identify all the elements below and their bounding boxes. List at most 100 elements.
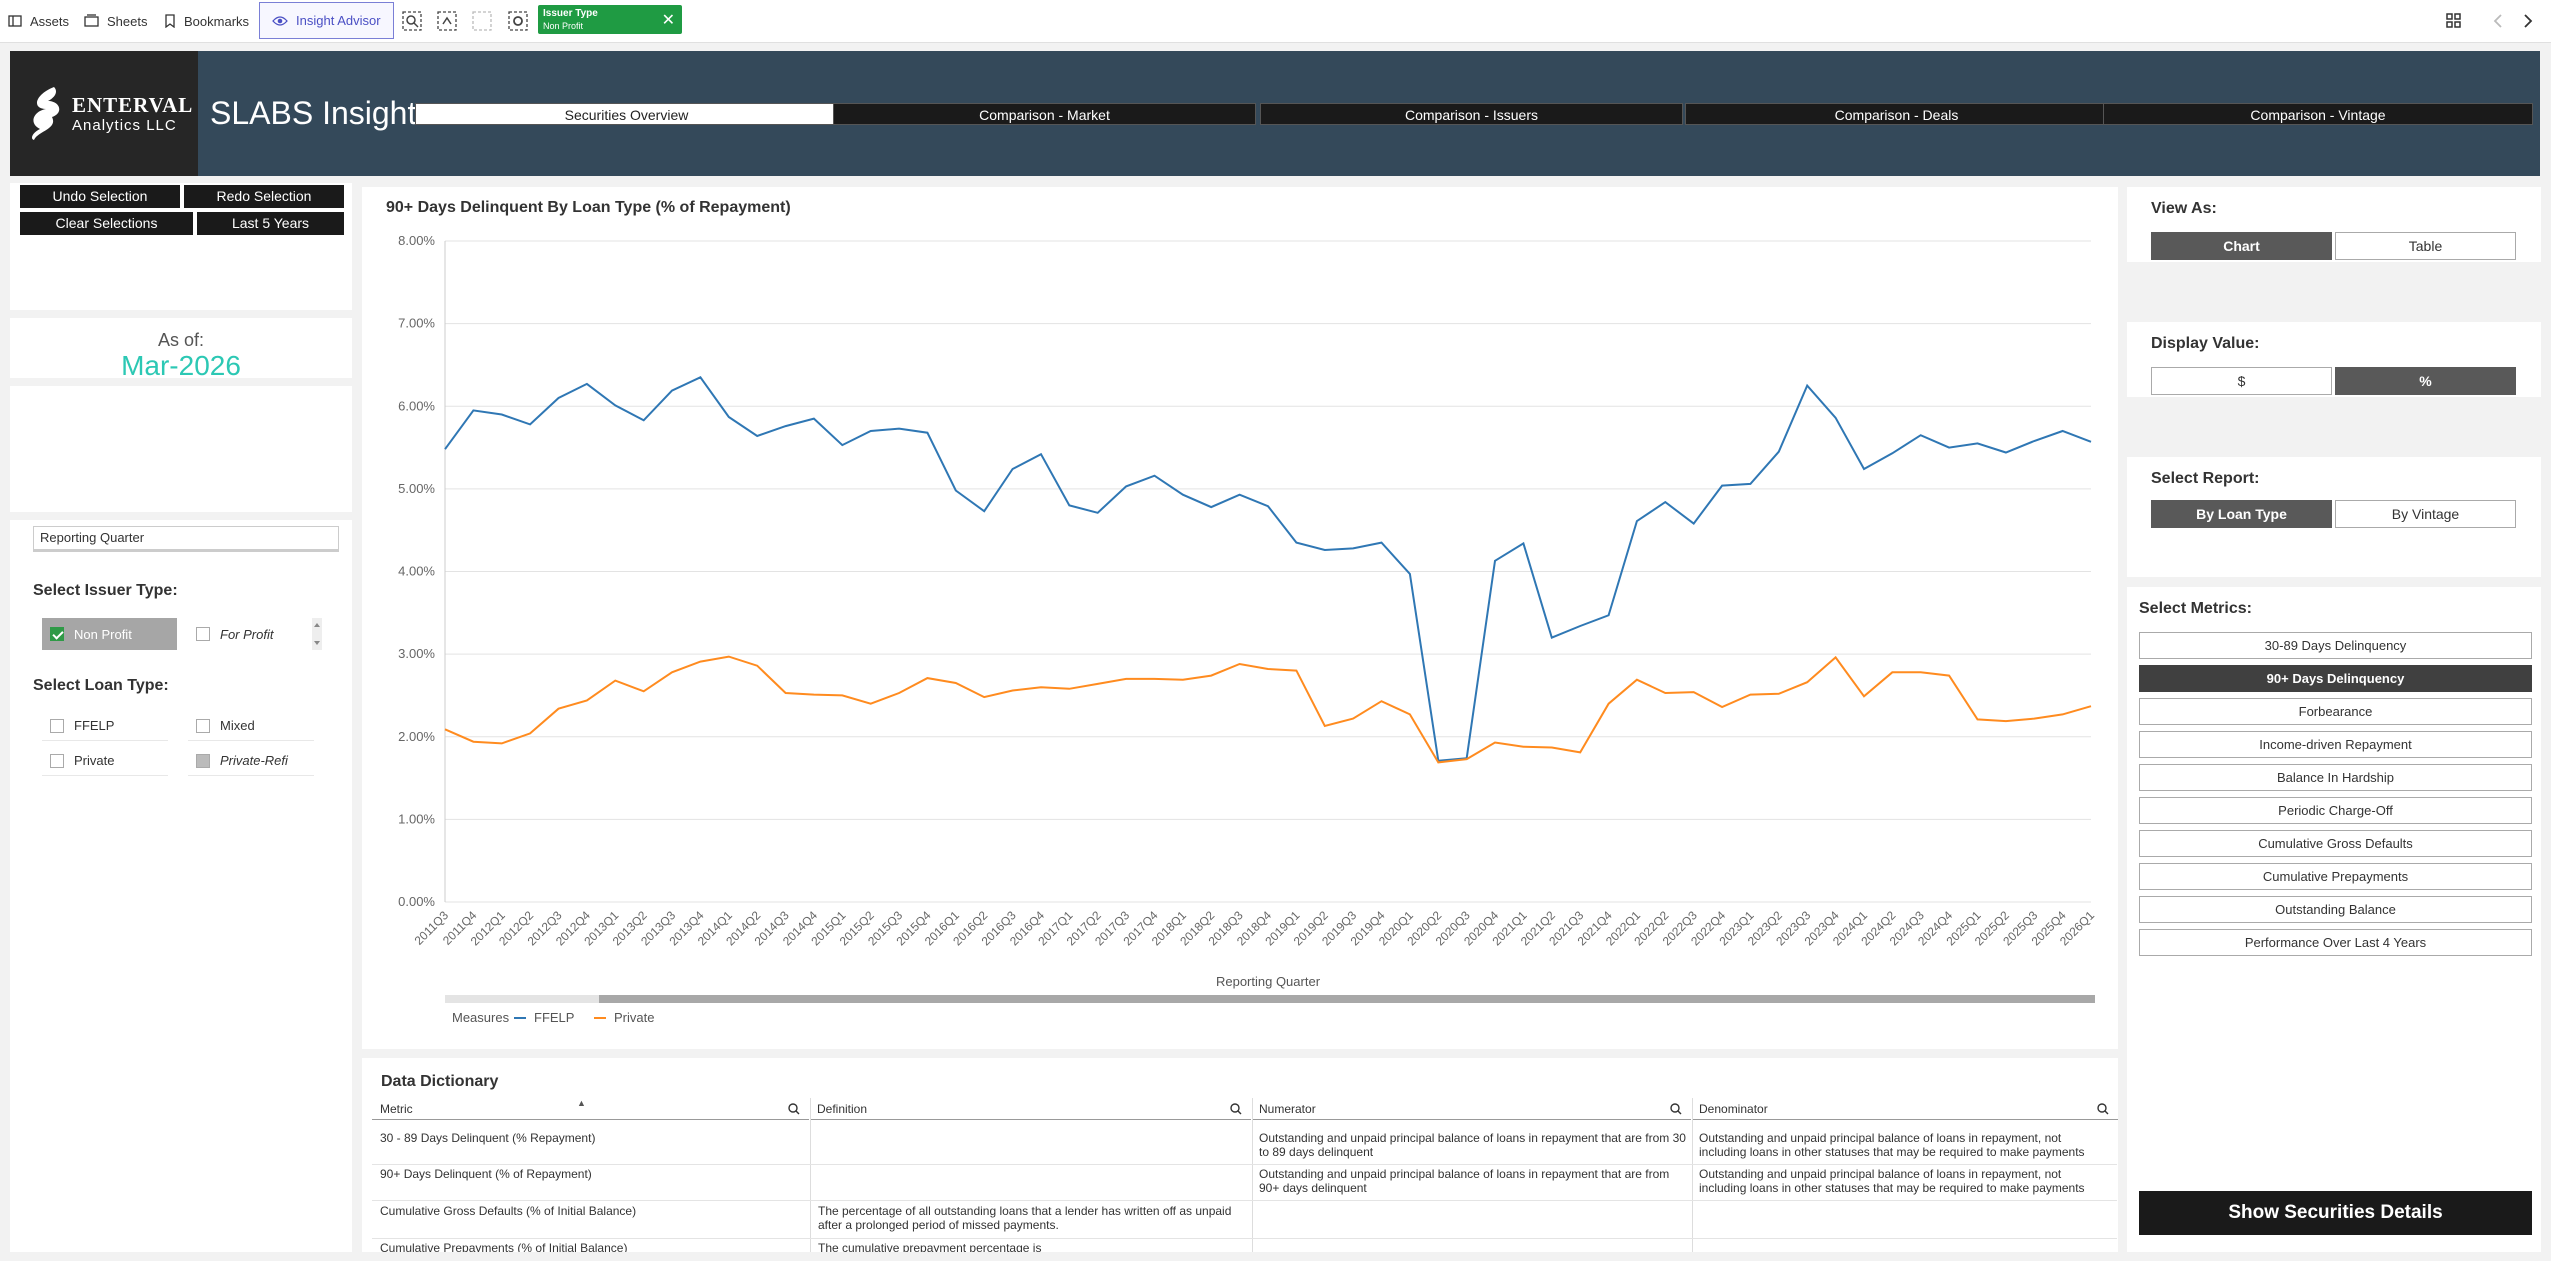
checkbox-icon bbox=[50, 753, 64, 768]
flame-logo-icon bbox=[32, 87, 60, 140]
last-5-years-button[interactable]: Last 5 Years bbox=[197, 212, 344, 235]
assets-button[interactable]: Assets bbox=[8, 8, 69, 34]
chart-title: 90+ Days Delinquent By Loan Type (% of R… bbox=[386, 199, 791, 216]
chip-value: Non Profit bbox=[543, 21, 584, 31]
y-tick-label: 6.00% bbox=[398, 398, 435, 413]
dict-numerator: Outstanding and unpaid principal balance… bbox=[1259, 1131, 1686, 1159]
metric-outstanding-balance[interactable]: Outstanding Balance bbox=[2139, 896, 2532, 923]
sheets-button[interactable]: Sheets bbox=[84, 8, 147, 34]
x-axis-label: Reporting Quarter bbox=[1216, 974, 1321, 989]
dict-numerator bbox=[1259, 1241, 1687, 1252]
redo-selection-button[interactable]: Redo Selection bbox=[184, 185, 344, 208]
select-metrics-panel: Select Metrics: 30-89 Days Delinquency 9… bbox=[2127, 587, 2541, 1252]
dict-metric: 30 - 89 Days Delinquent (% Repayment) bbox=[380, 1131, 596, 1145]
display-percent-button[interactable]: % bbox=[2335, 367, 2516, 395]
tab-securities-overview[interactable]: Securities Overview bbox=[415, 103, 838, 125]
issuer-type-title: Select Issuer Type: bbox=[33, 582, 178, 599]
sheets-label: Sheets bbox=[107, 13, 148, 29]
metric-periodic-charge-off[interactable]: Periodic Charge-Off bbox=[2139, 797, 2532, 824]
checkbox-icon bbox=[196, 627, 210, 641]
chip-title: Issuer Type bbox=[543, 8, 598, 19]
insight-icon bbox=[272, 15, 288, 26]
tab-comparison-issuers[interactable]: Comparison - Issuers bbox=[1260, 103, 1683, 125]
column-header-metric[interactable]: Metric ▲ bbox=[372, 1098, 809, 1120]
selection-tool-icon[interactable] bbox=[507, 10, 529, 32]
reporting-quarter-filter[interactable]: Reporting Quarter bbox=[33, 526, 339, 552]
y-tick-label: 0.00% bbox=[398, 894, 435, 909]
insight-advisor-label: Insight Advisor bbox=[296, 13, 381, 28]
chart-scrollbar-thumb[interactable] bbox=[599, 995, 2095, 1003]
loan-option-mixed[interactable]: Mixed bbox=[188, 711, 314, 741]
as-of-value: Mar-2026 bbox=[121, 350, 241, 381]
loan-option-private[interactable]: Private bbox=[42, 746, 168, 776]
metric-balance-in-hardship[interactable]: Balance In Hardship bbox=[2139, 764, 2532, 791]
tab-comparison-market[interactable]: Comparison - Market bbox=[833, 103, 1256, 125]
undo-selection-button[interactable]: Undo Selection bbox=[20, 185, 180, 208]
show-securities-details-button[interactable]: Show Securities Details bbox=[2139, 1191, 2532, 1235]
issuer-type-selection-chip[interactable]: Issuer Type Non Profit ✕ bbox=[538, 5, 682, 34]
app-title: SLABS Insight bbox=[210, 95, 417, 131]
line-chart[interactable]: 0.00% 1.00% 2.00% 3.00% 4.00% 5.00% 6.00% 7.00%… bbox=[362, 187, 2118, 1049]
metric-cumulative-prepayments[interactable]: Cumulative Prepayments bbox=[2139, 863, 2532, 890]
series-line-ffelp bbox=[444, 376, 2092, 762]
dict-denominator bbox=[1699, 1241, 2111, 1252]
select-report-title: Select Report: bbox=[2151, 470, 2260, 487]
data-dictionary-panel: Data Dictionary Metric ▲ Definition Nume… bbox=[362, 1058, 2118, 1252]
issuer-option-non-profit[interactable]: Non Profit bbox=[42, 618, 177, 650]
loan-option-ffelp[interactable]: FFELP bbox=[42, 711, 168, 741]
metric-cumulative-gross-defaults[interactable]: Cumulative Gross Defaults bbox=[2139, 830, 2532, 857]
column-header-denominator[interactable]: Denominator bbox=[1693, 1098, 2118, 1120]
close-icon[interactable]: ✕ bbox=[661, 12, 675, 29]
search-icon[interactable] bbox=[2096, 1098, 2110, 1120]
y-tick-label: 2.00% bbox=[398, 729, 435, 744]
metric-income-driven-repayment[interactable]: Income-driven Repayment bbox=[2139, 731, 2532, 758]
lasso-select-icon[interactable] bbox=[436, 10, 458, 32]
tab-comparison-vintage[interactable]: Comparison - Vintage bbox=[2103, 103, 2533, 125]
y-tick-label: 8.00% bbox=[398, 233, 435, 248]
filters-panel: Reporting Quarter Select Issuer Type: No… bbox=[10, 520, 352, 1252]
chevron-right-icon[interactable] bbox=[2517, 10, 2539, 32]
search-icon[interactable] bbox=[787, 1098, 801, 1120]
row-divider bbox=[372, 1164, 2117, 1165]
metric-30-89-days-delinquency[interactable]: 30-89 Days Delinquency bbox=[2139, 632, 2532, 659]
search-icon[interactable] bbox=[1669, 1098, 1683, 1120]
report-by-loan-type-button[interactable]: By Loan Type bbox=[2151, 500, 2332, 528]
search-icon[interactable] bbox=[1229, 1098, 1243, 1120]
column-header-definition[interactable]: Definition bbox=[811, 1098, 1251, 1120]
issuer-option-label: Non Profit bbox=[74, 626, 132, 642]
view-as-title: View As: bbox=[2151, 200, 2217, 217]
column-header-numerator[interactable]: Numerator bbox=[1253, 1098, 1691, 1120]
report-by-vintage-button[interactable]: By Vintage bbox=[2335, 500, 2516, 528]
top-toolbar: Assets Sheets Bookmarks Insight Advisor … bbox=[0, 0, 2551, 43]
column-divider bbox=[810, 1098, 811, 1252]
dict-denominator: Outstanding and unpaid principal balance… bbox=[1699, 1131, 2085, 1159]
smart-search-icon[interactable] bbox=[401, 10, 423, 32]
metric-forbearance[interactable]: Forbearance bbox=[2139, 698, 2532, 725]
issuer-option-for-profit[interactable]: For Profit bbox=[188, 618, 310, 650]
bookmarks-button[interactable]: Bookmarks bbox=[164, 8, 249, 34]
data-dictionary-title: Data Dictionary bbox=[381, 1073, 499, 1090]
selection-buttons-panel: Undo Selection Redo Selection Clear Sele… bbox=[10, 183, 352, 310]
grid-menu-icon[interactable] bbox=[2443, 10, 2465, 32]
checkbox-excluded-icon bbox=[196, 753, 210, 768]
metric-performance-last-4-years[interactable]: Performance Over Last 4 Years bbox=[2139, 929, 2532, 956]
tab-comparison-deals[interactable]: Comparison - Deals bbox=[1685, 103, 2108, 125]
clear-selections-button[interactable]: Clear Selections bbox=[20, 212, 193, 235]
chevron-left-icon[interactable] bbox=[2487, 10, 2509, 32]
clear-selection-icon[interactable] bbox=[471, 10, 493, 32]
metric-90-days-delinquency[interactable]: 90+ Days Delinquency bbox=[2139, 665, 2532, 692]
view-table-button[interactable]: Table bbox=[2335, 232, 2516, 260]
dict-definition: The percentage of all outstanding loans … bbox=[818, 1204, 1232, 1232]
insight-advisor-button[interactable]: Insight Advisor bbox=[259, 2, 394, 39]
bookmark-icon bbox=[165, 14, 175, 28]
column-header-label: Definition bbox=[817, 1102, 868, 1116]
column-header-label: Metric bbox=[380, 1102, 413, 1116]
panel-icon bbox=[8, 15, 22, 27]
dict-numerator: Outstanding and unpaid principal balance… bbox=[1259, 1167, 1670, 1195]
sort-asc-icon[interactable]: ▲ bbox=[577, 1098, 586, 1108]
view-chart-button[interactable]: Chart bbox=[2151, 232, 2332, 260]
loan-option-private-refi[interactable]: Private-Refi bbox=[188, 746, 314, 776]
display-dollar-button[interactable]: $ bbox=[2151, 367, 2332, 395]
list-scrollbar[interactable] bbox=[310, 618, 324, 650]
series-line-private bbox=[444, 655, 2092, 764]
